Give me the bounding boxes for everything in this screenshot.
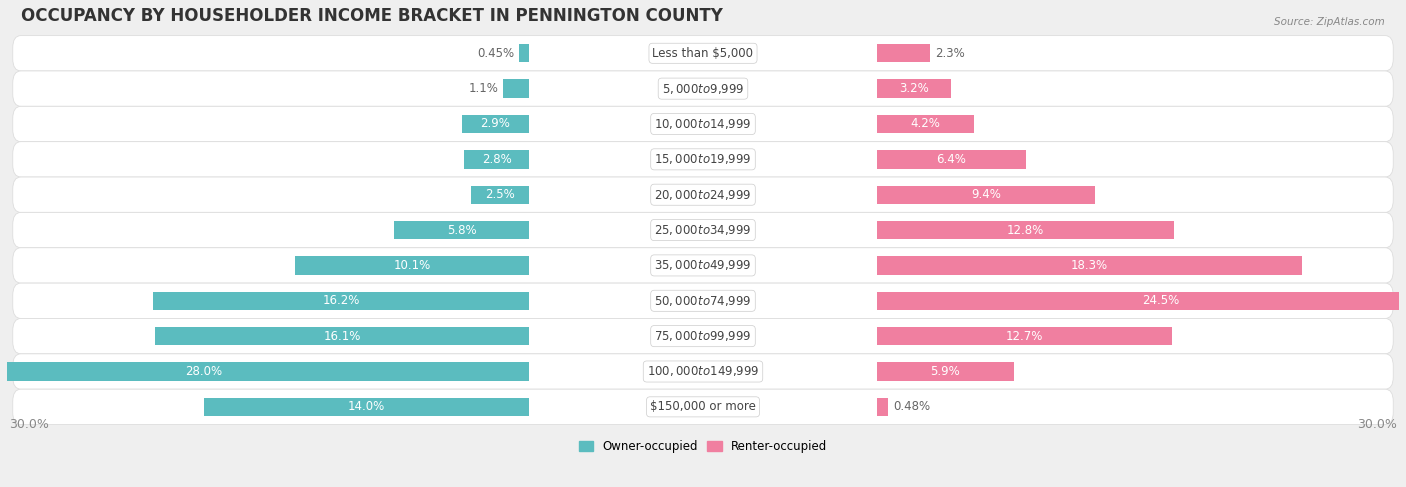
Bar xyxy=(877,362,1014,381)
FancyBboxPatch shape xyxy=(13,177,1393,212)
Text: $5,000 to $9,999: $5,000 to $9,999 xyxy=(662,82,744,95)
Bar xyxy=(877,186,1095,204)
Text: 0.45%: 0.45% xyxy=(477,47,515,60)
Bar xyxy=(877,150,1025,169)
Text: $20,000 to $24,999: $20,000 to $24,999 xyxy=(654,187,752,202)
Text: 2.9%: 2.9% xyxy=(481,117,510,131)
Text: 30.0%: 30.0% xyxy=(1357,418,1396,431)
Bar xyxy=(877,327,1171,345)
FancyBboxPatch shape xyxy=(13,354,1393,389)
Bar xyxy=(156,327,529,345)
FancyBboxPatch shape xyxy=(13,318,1393,354)
FancyBboxPatch shape xyxy=(13,106,1393,142)
Legend: Owner-occupied, Renter-occupied: Owner-occupied, Renter-occupied xyxy=(574,435,832,458)
Bar xyxy=(877,44,931,62)
Bar xyxy=(877,115,974,133)
Text: 2.8%: 2.8% xyxy=(482,153,512,166)
Text: 12.8%: 12.8% xyxy=(1007,224,1045,237)
Text: $10,000 to $14,999: $10,000 to $14,999 xyxy=(654,117,752,131)
Bar xyxy=(295,256,529,275)
Text: 5.8%: 5.8% xyxy=(447,224,477,237)
Bar xyxy=(519,44,529,62)
Text: 9.4%: 9.4% xyxy=(972,188,1001,201)
Bar xyxy=(503,79,529,98)
Bar xyxy=(471,186,529,204)
Text: 2.5%: 2.5% xyxy=(485,188,515,201)
Bar xyxy=(877,79,952,98)
Text: 10.1%: 10.1% xyxy=(394,259,430,272)
Text: 6.4%: 6.4% xyxy=(936,153,966,166)
Text: 28.0%: 28.0% xyxy=(186,365,222,378)
Text: 14.0%: 14.0% xyxy=(347,400,385,413)
Text: 18.3%: 18.3% xyxy=(1071,259,1108,272)
Text: OCCUPANCY BY HOUSEHOLDER INCOME BRACKET IN PENNINGTON COUNTY: OCCUPANCY BY HOUSEHOLDER INCOME BRACKET … xyxy=(21,7,723,25)
Text: 24.5%: 24.5% xyxy=(1143,294,1180,307)
Bar xyxy=(204,398,529,416)
Bar xyxy=(464,150,529,169)
Text: $75,000 to $99,999: $75,000 to $99,999 xyxy=(654,329,752,343)
Text: 1.1%: 1.1% xyxy=(470,82,499,95)
Text: Source: ZipAtlas.com: Source: ZipAtlas.com xyxy=(1274,17,1385,27)
Bar xyxy=(877,292,1406,310)
Text: $35,000 to $49,999: $35,000 to $49,999 xyxy=(654,259,752,272)
FancyBboxPatch shape xyxy=(13,389,1393,425)
Text: 16.2%: 16.2% xyxy=(322,294,360,307)
Text: 16.1%: 16.1% xyxy=(323,330,361,343)
Text: 0.48%: 0.48% xyxy=(893,400,929,413)
FancyBboxPatch shape xyxy=(13,248,1393,283)
Bar xyxy=(395,221,529,239)
Text: $100,000 to $149,999: $100,000 to $149,999 xyxy=(647,364,759,378)
Text: $50,000 to $74,999: $50,000 to $74,999 xyxy=(654,294,752,308)
Bar xyxy=(461,115,529,133)
Text: 2.3%: 2.3% xyxy=(935,47,965,60)
Text: $15,000 to $19,999: $15,000 to $19,999 xyxy=(654,152,752,167)
Bar xyxy=(0,362,529,381)
Text: 12.7%: 12.7% xyxy=(1005,330,1043,343)
Bar xyxy=(153,292,529,310)
Text: 5.9%: 5.9% xyxy=(931,365,960,378)
FancyBboxPatch shape xyxy=(13,283,1393,318)
Bar xyxy=(877,256,1302,275)
Text: $150,000 or more: $150,000 or more xyxy=(650,400,756,413)
Bar xyxy=(877,221,1174,239)
Text: Less than $5,000: Less than $5,000 xyxy=(652,47,754,60)
Text: $25,000 to $34,999: $25,000 to $34,999 xyxy=(654,223,752,237)
Text: 3.2%: 3.2% xyxy=(900,82,929,95)
FancyBboxPatch shape xyxy=(13,212,1393,248)
FancyBboxPatch shape xyxy=(13,142,1393,177)
FancyBboxPatch shape xyxy=(13,71,1393,106)
Text: 30.0%: 30.0% xyxy=(10,418,49,431)
Bar xyxy=(877,398,889,416)
Text: 4.2%: 4.2% xyxy=(911,117,941,131)
FancyBboxPatch shape xyxy=(13,36,1393,71)
